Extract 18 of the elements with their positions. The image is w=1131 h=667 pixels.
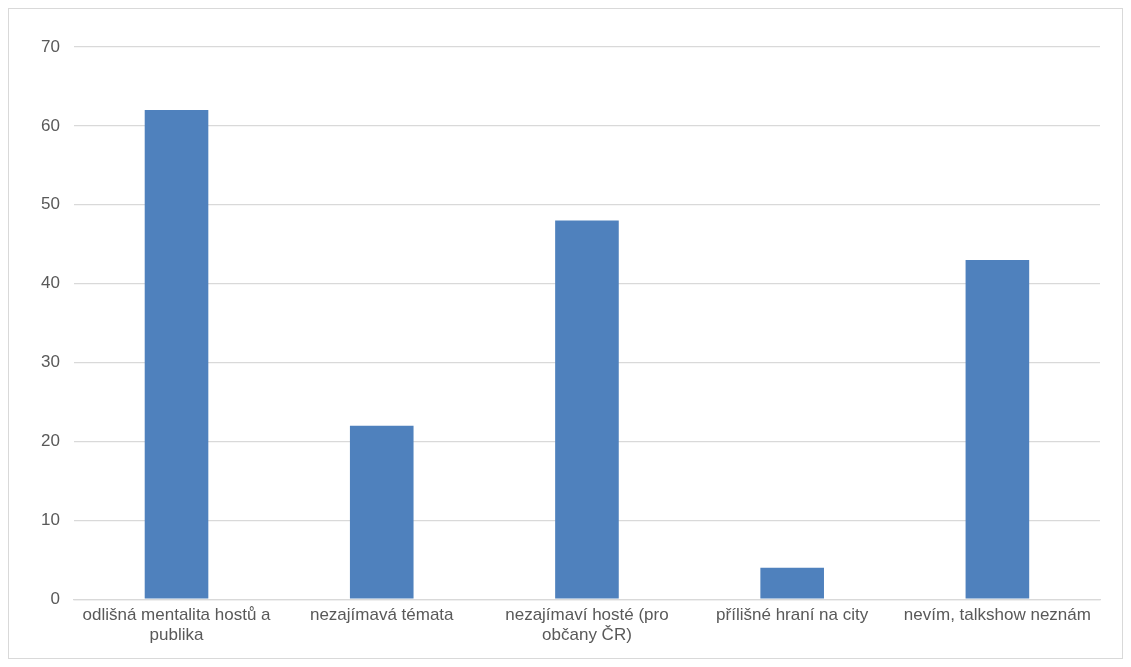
y-tick-label: 10 <box>40 510 60 529</box>
y-tick-label: 0 <box>50 588 60 608</box>
x-tick-label: nezajímaví hosté (pro občany ČR) <box>505 605 669 645</box>
y-tick-label: 50 <box>40 194 60 214</box>
y-tick-label: 30 <box>40 352 60 372</box>
bar <box>760 567 824 599</box>
bar <box>144 110 209 599</box>
x-tick-label: přílišné hraní na city <box>716 605 869 625</box>
y-tick-label: 20 <box>40 431 60 451</box>
y-tick-label: 70 <box>40 36 60 56</box>
y-tick-label: 40 <box>40 273 60 293</box>
bar <box>555 220 619 599</box>
x-tick-label: nevím, talkshow neznám <box>903 605 1091 625</box>
x-tick-label: nezajímavá témata <box>309 605 455 625</box>
x-tick-label: odlišná mentalita hostů a publika <box>82 605 272 645</box>
bar <box>349 425 414 599</box>
bar <box>965 259 1030 599</box>
y-tick-label: 60 <box>40 115 60 135</box>
